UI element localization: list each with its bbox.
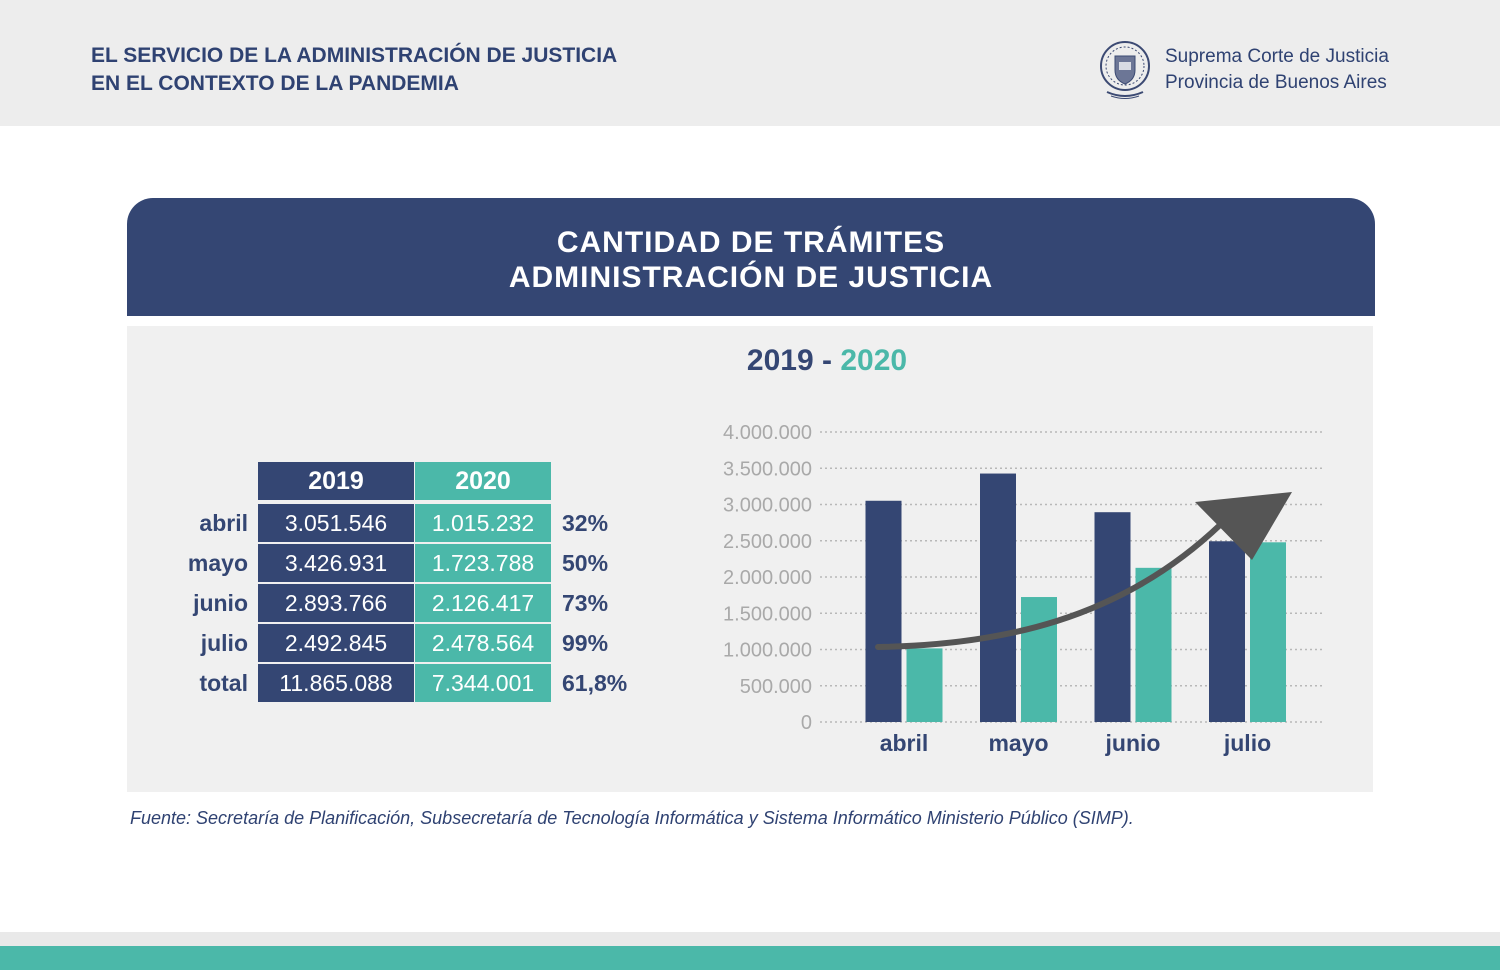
organization-name: Suprema Corte de Justicia Provincia de B… [1165,44,1389,96]
cell-2020-total: 7.344.001 [415,664,551,702]
table-header-2019: 2019 [258,462,414,500]
year-separator: - [813,344,841,377]
y-tick-label: 2.000.000 [723,567,812,589]
x-tick-label: abril [880,730,929,756]
year-end: 2020 [840,344,908,377]
x-tick-label: junio [1105,730,1161,756]
banner-title-line2: ADMINISTRACIÓN DE JUSTICIA [508,261,994,294]
cell-2020-mayo: 1.723.788 [415,544,551,582]
table-header-2020: 2020 [415,462,551,500]
y-tick-label: 3.500.000 [723,458,812,480]
year-range: 2019 - 2020 [127,344,1500,378]
top-header-bar [0,0,1500,126]
pct-junio: 73% [562,590,609,616]
y-tick-label: 0 [801,712,812,734]
pct-mayo: 50% [562,550,609,576]
trend-arrow-shaft [875,522,1223,650]
row-label-junio: junio [193,590,248,616]
x-tick-label: julio [1223,730,1271,756]
cell-2019-julio: 2.492.845 [258,624,414,662]
row-label-mayo: mayo [187,550,248,576]
cell-2020-abril: 1.015.232 [415,504,551,542]
bar-2020-abril [906,648,943,722]
row-label-total: total [199,670,248,696]
page-title: EL SERVICIO DE LA ADMINISTRACIÓN DE JUST… [91,42,617,98]
chart-banner: CANTIDAD DE TRÁMITES ADMINISTRACIÓN DE J… [127,198,1375,316]
y-tick-label: 4.000.000 [723,422,812,444]
cell-2019-mayo: 3.426.931 [258,544,414,582]
footer-line [0,932,1500,946]
pct-total: 61,8% [562,670,628,696]
court-seal-icon [1100,41,1150,99]
cell-2019-total: 11.865.088 [258,664,414,702]
page-title-line1: EL SERVICIO DE LA ADMINISTRACIÓN DE JUST… [91,44,618,67]
bar-2019-mayo [980,473,1016,722]
org-line2: Provincia de Buenos Aires [1165,72,1387,93]
y-tick-label: 3.000.000 [723,495,812,517]
pct-abril: 32% [562,510,609,536]
banner-title-line1: CANTIDAD DE TRÁMITES [556,226,946,259]
cell-2020-junio: 2.126.417 [415,584,551,622]
bar-2019-junio [1094,512,1131,722]
footer-bar [0,946,1500,970]
bar-2019-abril [865,500,902,722]
org-line1: Suprema Corte de Justicia [1165,46,1389,67]
cell-2019-junio: 2.893.766 [258,584,414,622]
year-start: 2019 [746,344,814,377]
source-note: Fuente: Secretaría de Planificación, Sub… [130,808,1134,828]
bar-chart: 0 500.000 1.000.000 1.500.000 2.000.000 2.500… [723,422,1325,756]
bar-2019-julio [1209,541,1245,722]
y-tick-label: 1.000.000 [723,640,812,662]
page-title-line2: EN EL CONTEXTO DE LA PANDEMIA [91,72,459,95]
bar-2020-mayo [1021,597,1057,722]
cell-2020-julio: 2.478.564 [415,624,551,662]
x-tick-label: mayo [988,730,1048,756]
y-tick-label: 2.500.000 [723,531,812,553]
bar-2020-julio [1250,542,1286,722]
row-label-abril: abril [199,510,248,536]
bar-2020-junio [1135,567,1172,722]
pct-julio: 99% [562,630,609,656]
trend-arrow-head [1195,492,1292,560]
y-tick-label: 1.500.000 [723,603,812,625]
y-tick-label: 500.000 [740,676,812,698]
row-label-julio: julio [200,630,248,656]
cell-2019-abril: 3.051.546 [258,504,414,542]
